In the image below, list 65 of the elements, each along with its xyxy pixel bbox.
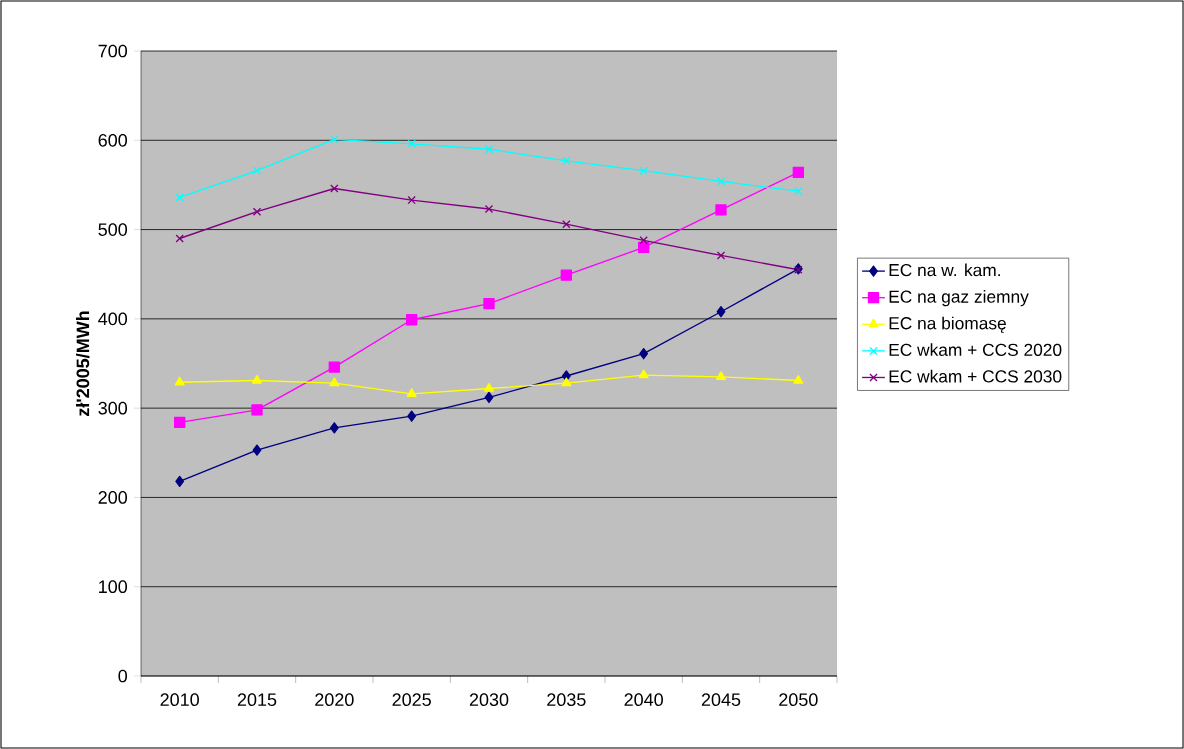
legend-label: EC wkam + CCS 2020 xyxy=(889,343,1062,356)
x-tick-label: 2020 xyxy=(315,693,354,706)
y-tick-label: 300 xyxy=(98,401,128,415)
point xyxy=(175,234,184,243)
point xyxy=(252,444,262,456)
point xyxy=(251,404,263,416)
point xyxy=(715,204,727,216)
point xyxy=(716,251,726,260)
x-tick-label: 2025 xyxy=(392,693,431,706)
y-tick-label: 200 xyxy=(98,491,128,504)
point xyxy=(407,139,416,149)
y-tick-label: 700 xyxy=(98,44,128,58)
point xyxy=(639,166,648,175)
x-tick-label: 2035 xyxy=(547,693,586,706)
point xyxy=(484,382,494,392)
point xyxy=(560,269,572,281)
point xyxy=(175,475,185,488)
point xyxy=(484,391,494,404)
point xyxy=(638,369,649,379)
x-tick-label: 2015 xyxy=(237,693,277,706)
point xyxy=(330,184,339,193)
point xyxy=(330,135,339,144)
point xyxy=(328,361,341,373)
point xyxy=(484,145,494,154)
y-tick-label: 600 xyxy=(98,133,128,147)
legend-label: EC na w. kam. xyxy=(889,263,1000,277)
point xyxy=(483,298,495,310)
x-tick-label: 2050 xyxy=(779,693,818,706)
point xyxy=(716,306,726,318)
point xyxy=(716,371,726,381)
point xyxy=(562,220,571,229)
point xyxy=(407,410,417,422)
x-tick-label: 2045 xyxy=(701,693,741,706)
point xyxy=(406,388,417,398)
y-tick-label: 0 xyxy=(118,669,128,683)
legend-label: EC na gaz ziemny xyxy=(889,290,1029,307)
point xyxy=(329,422,339,434)
point xyxy=(329,377,340,387)
x-tick-label: 2030 xyxy=(469,693,509,706)
legend-label: EC na biomasę xyxy=(889,316,1006,333)
point xyxy=(716,177,726,186)
point xyxy=(792,166,804,179)
point xyxy=(484,204,494,214)
x-tick-label: 2040 xyxy=(624,693,663,706)
point xyxy=(252,374,262,384)
point xyxy=(406,314,418,326)
point xyxy=(174,376,185,386)
y-tick-label: 500 xyxy=(98,223,128,236)
point xyxy=(561,377,572,387)
legend-label: EC wkam + CCS 2030 xyxy=(889,369,1062,383)
point xyxy=(793,374,804,384)
point xyxy=(637,241,650,254)
x-tick-label: 2010 xyxy=(160,693,199,706)
point xyxy=(175,193,184,202)
point xyxy=(174,416,186,429)
point xyxy=(562,156,571,166)
point xyxy=(252,207,262,216)
point xyxy=(407,195,416,205)
y-axis-title: zł'2005/MWh xyxy=(76,311,90,416)
point xyxy=(252,166,262,175)
point xyxy=(639,236,648,245)
y-tick-label: 100 xyxy=(99,580,128,594)
y-tick-label: 400 xyxy=(98,312,128,326)
point xyxy=(639,348,649,360)
point xyxy=(794,186,803,196)
